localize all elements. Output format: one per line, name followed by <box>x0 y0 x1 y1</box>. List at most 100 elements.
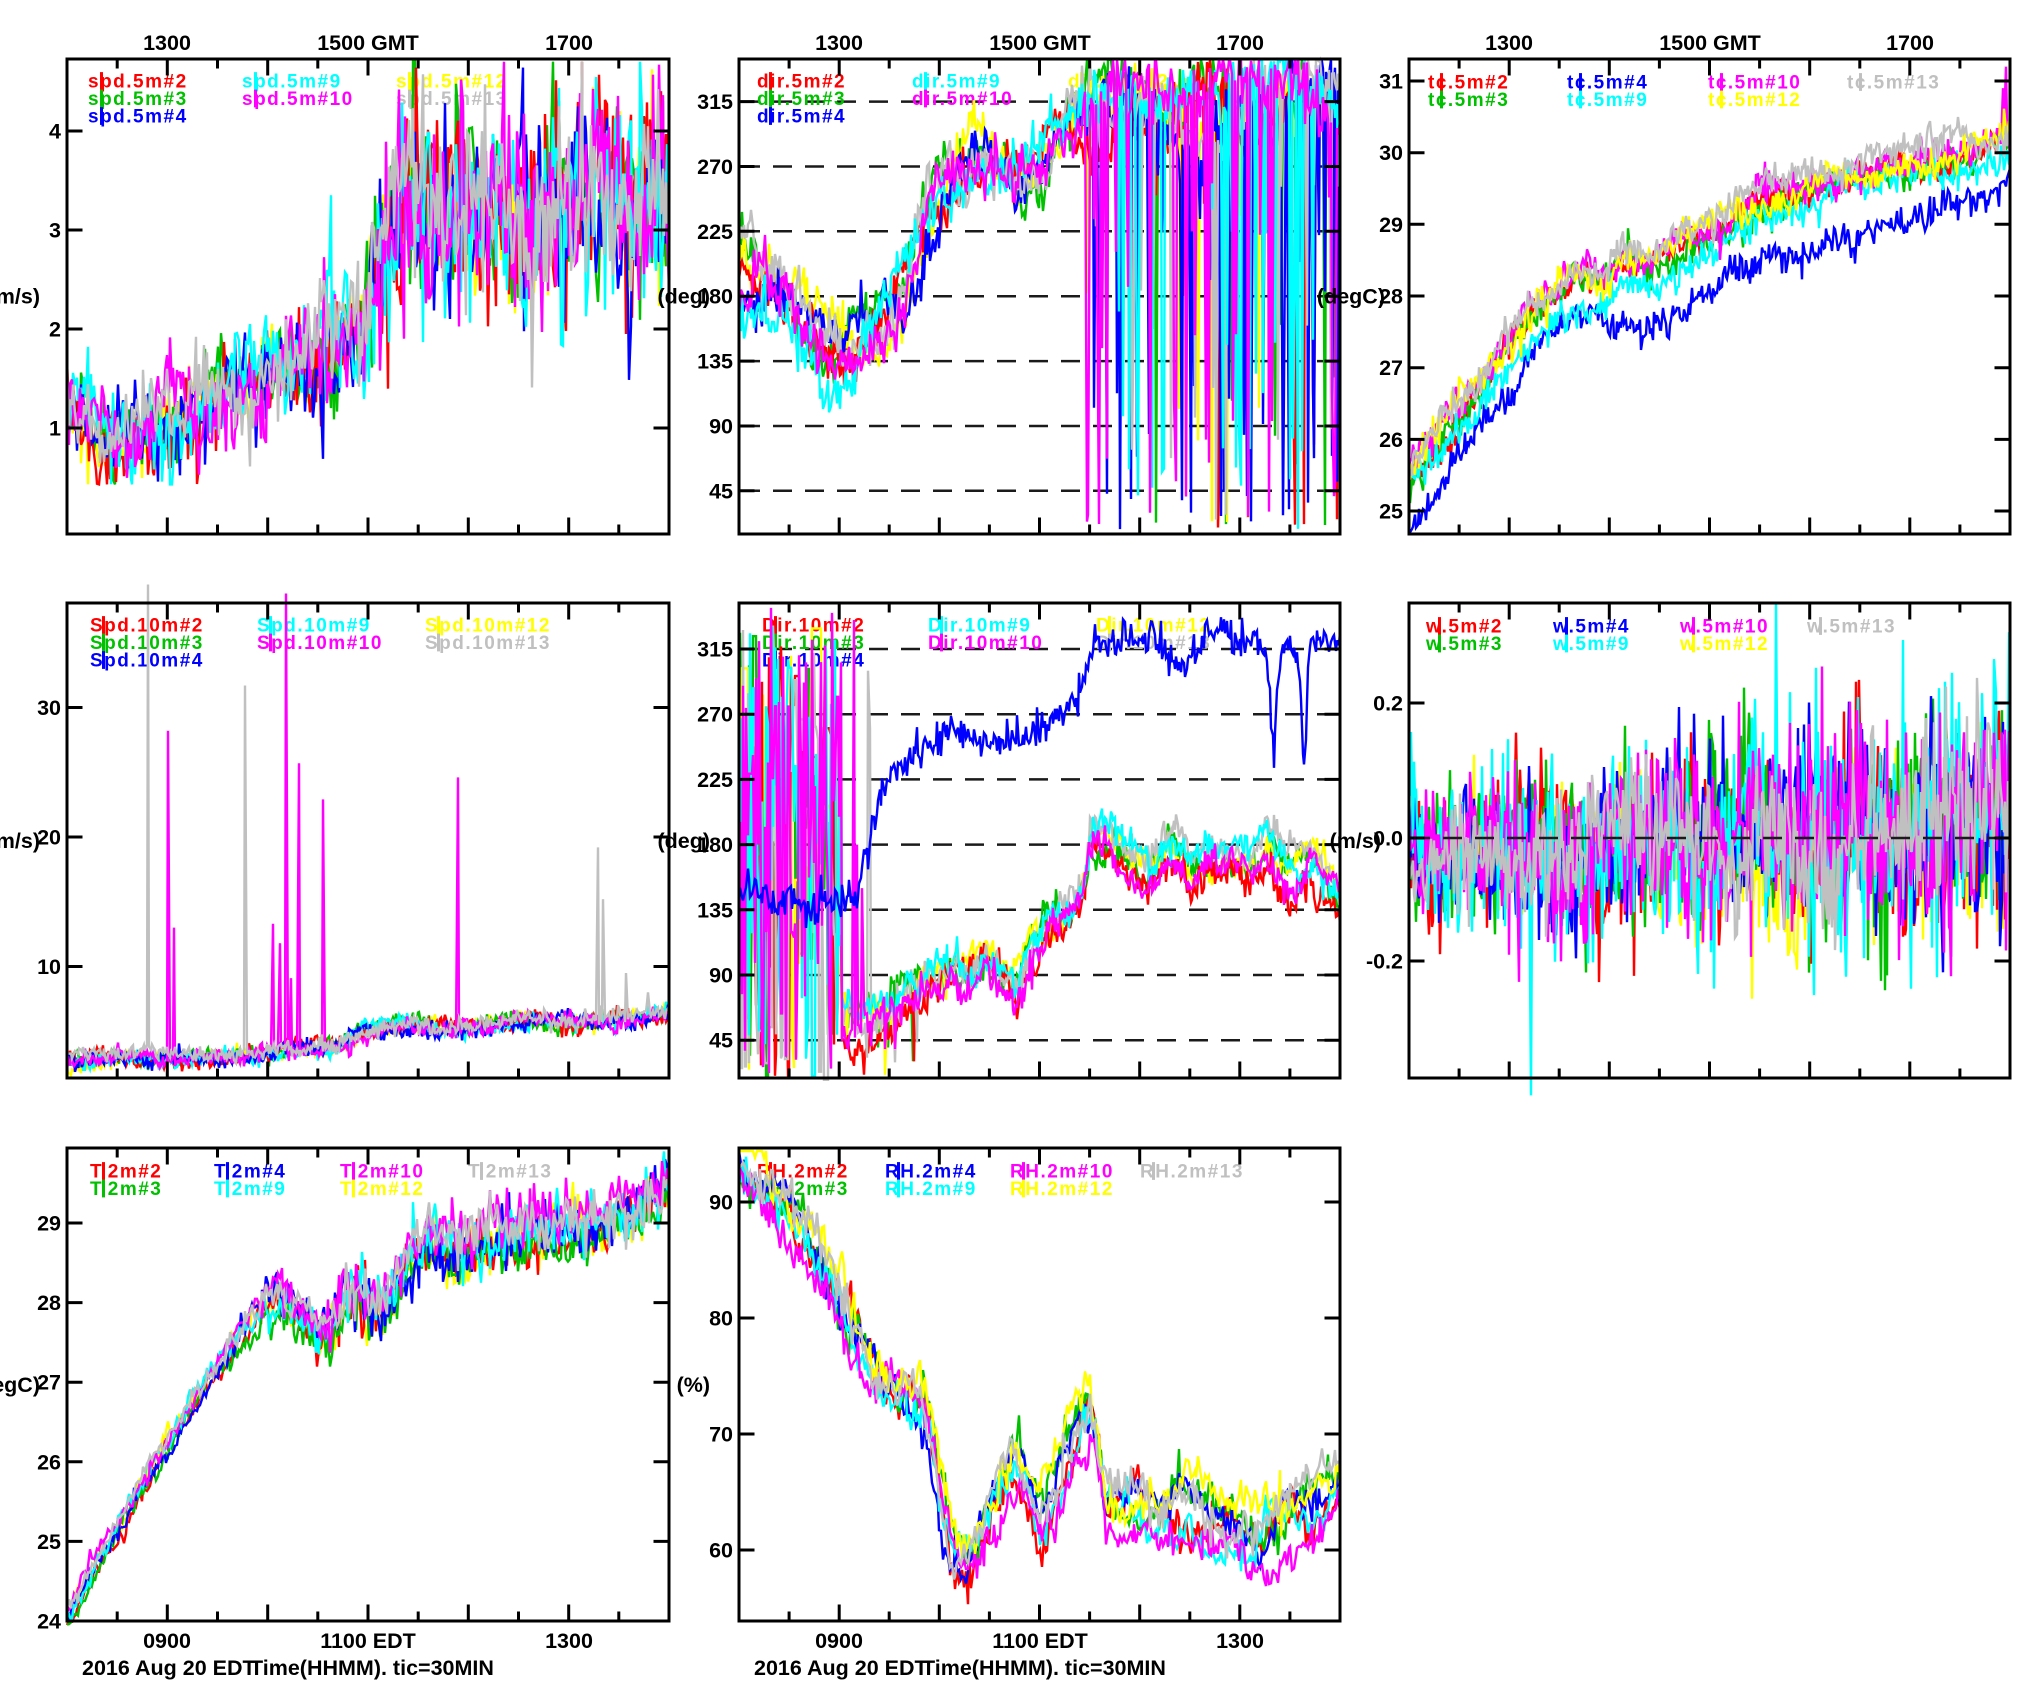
svg-text:T.2m#12: T.2m#12 <box>340 1179 424 1200</box>
svg-text:28: 28 <box>1379 285 1403 309</box>
svg-text:0900: 0900 <box>815 1629 863 1653</box>
svg-text:Spd.10m#10: Spd.10m#10 <box>257 633 383 654</box>
svg-text:1100 EDT: 1100 EDT <box>992 1629 1088 1653</box>
svg-text:2: 2 <box>49 318 61 342</box>
svg-text:90: 90 <box>709 964 733 988</box>
svg-text:135: 135 <box>697 898 733 922</box>
svg-text:1700: 1700 <box>545 31 593 55</box>
svg-text:-0.2: -0.2 <box>1366 950 1403 974</box>
svg-text:tc.5m#4: tc.5m#4 <box>1567 73 1648 94</box>
svg-text:w.5m#3: w.5m#3 <box>1425 634 1503 655</box>
svg-text:dir.5m#10: dir.5m#10 <box>912 89 1013 110</box>
svg-text:0.0: 0.0 <box>1373 827 1403 851</box>
svg-text:T.2m#9: T.2m#9 <box>214 1179 286 1200</box>
svg-text:31: 31 <box>1379 70 1403 94</box>
svg-text:T.2m#4: T.2m#4 <box>214 1162 286 1183</box>
svg-text:25: 25 <box>37 1530 61 1554</box>
svg-text:1300: 1300 <box>545 1629 593 1653</box>
svg-text:spd.5m#9: spd.5m#9 <box>242 72 342 93</box>
svg-text:tc.5m#12: tc.5m#12 <box>1708 90 1801 111</box>
svg-text:Spd.10m#13: Spd.10m#13 <box>425 633 551 654</box>
svg-text:27: 27 <box>1379 356 1403 380</box>
svg-text:315: 315 <box>697 90 733 114</box>
svg-text:0900: 0900 <box>143 1629 191 1653</box>
svg-text:60: 60 <box>709 1539 733 1563</box>
svg-text:30: 30 <box>37 696 61 720</box>
svg-text:135: 135 <box>697 350 733 374</box>
svg-text:28: 28 <box>37 1291 61 1315</box>
svg-text:1500 GMT: 1500 GMT <box>317 31 419 55</box>
svg-text:w.5m#9: w.5m#9 <box>1552 634 1630 655</box>
svg-text:Time(HHMM). tic=30MIN: Time(HHMM). tic=30MIN <box>922 1656 1166 1680</box>
svg-text:Dir.10m#13: Dir.10m#13 <box>1096 633 1211 654</box>
svg-text:1100 EDT: 1100 EDT <box>320 1629 416 1653</box>
svg-text:spd.5m#4: spd.5m#4 <box>88 107 188 128</box>
svg-text:(m/s): (m/s) <box>0 829 40 853</box>
svg-text:T.2m#10: T.2m#10 <box>340 1162 424 1183</box>
svg-text:(degC): (degC) <box>0 1373 40 1397</box>
svg-text:1300: 1300 <box>143 31 191 55</box>
svg-text:RH.2m#12: RH.2m#12 <box>1010 1179 1114 1200</box>
svg-text:225: 225 <box>697 220 733 244</box>
svg-text:180: 180 <box>697 833 733 857</box>
svg-text:(m/s): (m/s) <box>0 285 40 309</box>
svg-text:tc.5m#3: tc.5m#3 <box>1428 90 1509 111</box>
svg-text:30: 30 <box>1379 141 1403 165</box>
svg-text:90: 90 <box>709 415 733 439</box>
svg-text:1300: 1300 <box>1485 31 1533 55</box>
svg-text:1700: 1700 <box>1886 31 1934 55</box>
svg-text:tc.5m#2: tc.5m#2 <box>1428 73 1509 94</box>
svg-text:0.2: 0.2 <box>1373 692 1403 716</box>
svg-text:29: 29 <box>1379 213 1403 237</box>
svg-text:315: 315 <box>697 638 733 662</box>
svg-text:dir.5m#2: dir.5m#2 <box>757 72 846 93</box>
svg-text:20: 20 <box>37 826 61 850</box>
svg-text:90: 90 <box>709 1191 733 1215</box>
svg-text:tc.5m#9: tc.5m#9 <box>1567 90 1648 111</box>
svg-text:RH.2m#4: RH.2m#4 <box>885 1162 977 1183</box>
svg-text:Time(HHMM). tic=30MIN: Time(HHMM). tic=30MIN <box>250 1656 494 1680</box>
svg-text:3: 3 <box>49 219 61 243</box>
svg-text:Dir.10m#10: Dir.10m#10 <box>928 633 1043 654</box>
svg-text:45: 45 <box>709 1029 733 1053</box>
svg-text:270: 270 <box>697 155 733 179</box>
svg-text:(%): (%) <box>677 1373 710 1397</box>
svg-text:(m/s): (m/s) <box>1330 829 1381 853</box>
svg-text:RH.2m#13: RH.2m#13 <box>1140 1162 1244 1183</box>
svg-text:T.2m#13: T.2m#13 <box>468 1162 552 1183</box>
svg-text:80: 80 <box>709 1307 733 1331</box>
svg-text:spd.5m#3: spd.5m#3 <box>88 89 188 110</box>
svg-text:Dir.10m#2: Dir.10m#2 <box>762 616 865 637</box>
svg-text:1700: 1700 <box>1216 31 1264 55</box>
svg-text:Spd.10m#4: Spd.10m#4 <box>90 651 204 672</box>
svg-text:27: 27 <box>37 1371 61 1395</box>
svg-text:26: 26 <box>1379 428 1403 452</box>
svg-text:(degC): (degC) <box>1317 285 1385 309</box>
svg-text:25: 25 <box>1379 500 1403 524</box>
svg-text:T.2m#2: T.2m#2 <box>90 1162 162 1183</box>
svg-text:225: 225 <box>697 768 733 792</box>
svg-text:26: 26 <box>37 1450 61 1474</box>
svg-text:70: 70 <box>709 1423 733 1447</box>
svg-text:w.5m#2: w.5m#2 <box>1425 617 1503 638</box>
svg-text:RH.2m#9: RH.2m#9 <box>885 1179 977 1200</box>
svg-text:Spd.10m#12: Spd.10m#12 <box>425 616 551 637</box>
svg-text:T.2m#3: T.2m#3 <box>90 1179 162 1200</box>
svg-text:4: 4 <box>49 120 61 144</box>
svg-text:2016 Aug 20 EDT: 2016 Aug 20 EDT <box>82 1656 256 1680</box>
svg-text:Spd.10m#3: Spd.10m#3 <box>90 633 204 654</box>
svg-text:45: 45 <box>709 479 733 503</box>
svg-text:w.5m#10: w.5m#10 <box>1679 617 1769 638</box>
svg-text:24: 24 <box>37 1610 61 1634</box>
svg-text:spd.5m#10: spd.5m#10 <box>242 89 354 110</box>
svg-text:(deg): (deg) <box>657 829 710 853</box>
svg-text:(deg): (deg) <box>657 285 710 309</box>
svg-text:1500 GMT: 1500 GMT <box>989 31 1091 55</box>
svg-text:270: 270 <box>697 703 733 727</box>
svg-text:1300: 1300 <box>815 31 863 55</box>
svg-text:RH.2m#10: RH.2m#10 <box>1010 1162 1114 1183</box>
svg-text:dir.5m#9: dir.5m#9 <box>912 72 1001 93</box>
svg-text:180: 180 <box>697 285 733 309</box>
svg-text:2016 Aug 20 EDT: 2016 Aug 20 EDT <box>754 1656 928 1680</box>
svg-text:dir.5m#3: dir.5m#3 <box>757 89 846 110</box>
